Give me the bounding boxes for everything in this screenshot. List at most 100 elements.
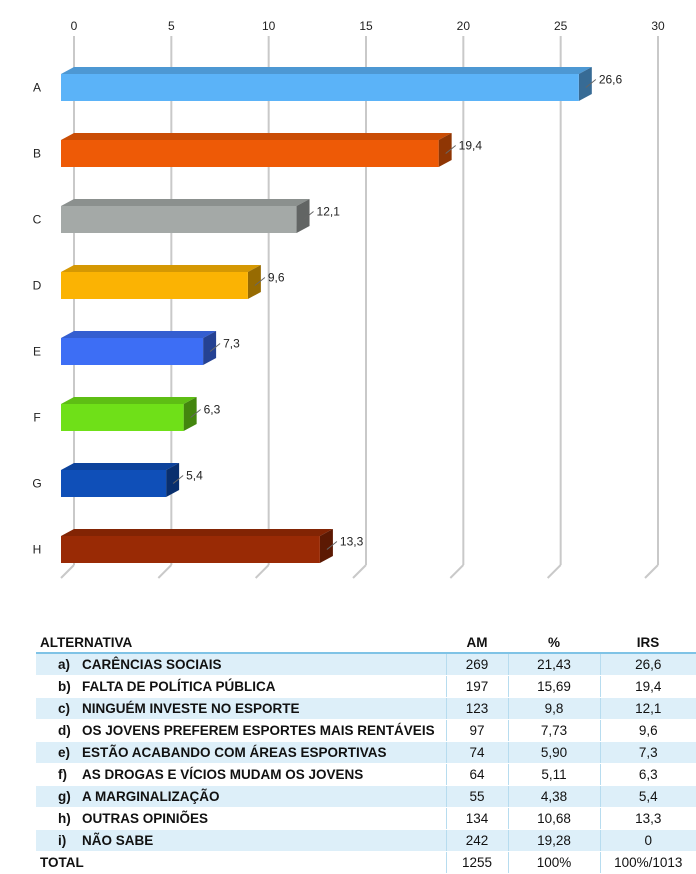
category-label: C bbox=[33, 213, 42, 227]
bar bbox=[61, 529, 333, 563]
bar-top-face bbox=[61, 397, 197, 404]
total-pct: 100% bbox=[507, 851, 600, 874]
header-am: AM bbox=[446, 632, 508, 654]
cell-irs: 12,1 bbox=[599, 697, 696, 720]
table-row: i) NÃO SABE 242 19,28 0 bbox=[36, 829, 696, 852]
bar-side-face bbox=[319, 529, 333, 563]
category-label: B bbox=[33, 147, 41, 161]
bar-top-face bbox=[61, 463, 180, 470]
bar-top-face bbox=[61, 133, 452, 140]
category-label: G bbox=[32, 477, 41, 491]
bar-top-face bbox=[61, 529, 333, 536]
option-text: AS DROGAS E VÍCIOS MUDAM OS JOVENS bbox=[82, 767, 364, 782]
grid-lines bbox=[60, 36, 659, 579]
category-label: D bbox=[33, 279, 42, 293]
bar-front-face bbox=[61, 536, 320, 563]
cell-am: 74 bbox=[445, 741, 508, 764]
leader-line bbox=[254, 277, 266, 286]
category-label: F bbox=[33, 411, 40, 425]
value-labels: 26,6 19,4 12,1 9,6 7,3 6,3 5,4 13,3 bbox=[172, 73, 623, 550]
leader-line bbox=[172, 475, 184, 484]
bar-side-face bbox=[296, 199, 310, 233]
grid-line-floor bbox=[60, 564, 75, 579]
total-irs: 100%/1013 bbox=[599, 851, 696, 874]
cell-alternativa: i) NÃO SABE bbox=[36, 829, 446, 852]
cell-alternativa: a) CARÊNCIAS SOCIAIS bbox=[36, 653, 446, 676]
table-total-row: TOTAL 1255 100% 100%/1013 bbox=[36, 851, 696, 874]
option-letter: c) bbox=[58, 701, 71, 716]
option-letter: d) bbox=[58, 723, 71, 738]
option-text: A MARGINALIZAÇÃO bbox=[82, 789, 220, 804]
bar bbox=[61, 331, 217, 365]
bar-side-face bbox=[578, 67, 592, 101]
option-letter: h) bbox=[58, 811, 71, 826]
cell-am: 64 bbox=[445, 763, 508, 786]
option-letter: f) bbox=[58, 767, 67, 782]
leader-line bbox=[190, 409, 201, 418]
cell-irs: 26,6 bbox=[599, 653, 696, 676]
cell-alternativa: d) OS JOVENS PREFEREM ESPORTES MAIS RENTÁ… bbox=[36, 719, 446, 742]
option-text: OUTRAS OPINIÕES bbox=[82, 811, 209, 826]
total-label: TOTAL bbox=[36, 851, 446, 874]
cell-pct: 21,43 bbox=[507, 653, 600, 676]
bar-front-face bbox=[61, 338, 204, 365]
x-tick-label: 15 bbox=[359, 19, 373, 33]
leader-line bbox=[585, 79, 597, 88]
x-tick-label: 30 bbox=[651, 19, 665, 33]
cell-irs: 9,6 bbox=[599, 719, 696, 742]
cell-am: 197 bbox=[445, 675, 508, 698]
table-row: c) NINGUÉM INVESTE NO ESPORTE 123 9,8 12,1 bbox=[36, 697, 696, 720]
cell-am: 97 bbox=[445, 719, 508, 742]
bar-front-face bbox=[61, 272, 248, 299]
category-label: E bbox=[33, 345, 41, 359]
bar-top-face bbox=[61, 199, 310, 206]
value-label: 6,3 bbox=[204, 403, 221, 417]
option-text: ESTÃO ACABANDO COM ÁREAS ESPORTIVAS bbox=[82, 745, 387, 760]
bar bbox=[61, 133, 452, 167]
table-row: g) A MARGINALIZAÇÃO 55 4,38 5,4 bbox=[36, 785, 696, 808]
data-table: ALTERNATIVA AM % IRS a) CARÊNCIAS SOCIAIS… bbox=[36, 632, 696, 874]
category-labels: A B C D E F G H bbox=[32, 81, 41, 557]
option-text: CARÊNCIAS SOCIAIS bbox=[82, 657, 222, 672]
bar-side-face bbox=[438, 133, 452, 167]
leader-line bbox=[209, 343, 221, 352]
table-row: d) OS JOVENS PREFEREM ESPORTES MAIS RENTÁ… bbox=[36, 719, 696, 742]
grid-line-floor bbox=[644, 564, 659, 579]
option-text: FALTA DE POLÍTICA PÚBLICA bbox=[82, 679, 276, 694]
table-header-row: ALTERNATIVA AM % IRS bbox=[36, 632, 696, 654]
x-tick-label: 5 bbox=[168, 19, 175, 33]
leader-line bbox=[326, 541, 338, 550]
cell-irs: 5,4 bbox=[599, 785, 696, 808]
cell-alternativa: g) A MARGINALIZAÇÃO bbox=[36, 785, 446, 808]
bars bbox=[61, 67, 592, 563]
bar bbox=[61, 199, 310, 233]
cell-irs: 19,4 bbox=[599, 675, 696, 698]
value-label: 26,6 bbox=[599, 73, 623, 87]
category-label: H bbox=[33, 543, 42, 557]
cell-am: 269 bbox=[445, 653, 508, 676]
cell-alternativa: e) ESTÃO ACABANDO COM ÁREAS ESPORTIVAS bbox=[36, 741, 446, 764]
value-label: 13,3 bbox=[340, 535, 364, 549]
bar-side-face bbox=[247, 265, 261, 299]
bar-side-face bbox=[166, 463, 180, 497]
option-letter: b) bbox=[58, 679, 71, 694]
bar bbox=[61, 67, 592, 101]
option-letter: g) bbox=[58, 789, 71, 804]
bar-top-face bbox=[61, 331, 217, 338]
leader-line bbox=[303, 211, 314, 220]
option-text: OS JOVENS PREFEREM ESPORTES MAIS RENTÁVE… bbox=[82, 723, 435, 738]
option-text: NINGUÉM INVESTE NO ESPORTE bbox=[82, 701, 300, 716]
grid-line-floor bbox=[449, 564, 465, 579]
grid-line-floor bbox=[546, 564, 562, 579]
bar-front-face bbox=[61, 206, 297, 233]
option-letter: e) bbox=[58, 745, 71, 760]
bar bbox=[61, 463, 180, 497]
table-row: h) OUTRAS OPINIÕES 134 10,68 13,3 bbox=[36, 807, 696, 830]
cell-pct: 4,38 bbox=[507, 785, 600, 808]
cell-am: 55 bbox=[445, 785, 508, 808]
bar bbox=[61, 397, 197, 431]
grid-line-floor bbox=[157, 564, 173, 579]
cell-alternativa: h) OUTRAS OPINIÕES bbox=[36, 807, 446, 830]
cell-irs: 7,3 bbox=[599, 741, 696, 764]
category-label: A bbox=[33, 81, 41, 95]
